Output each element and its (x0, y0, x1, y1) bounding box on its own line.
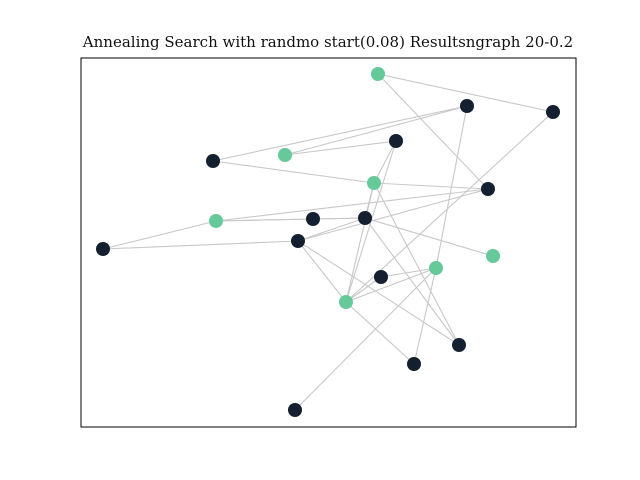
graph-edge-n8-n9 (215, 218, 314, 222)
graph-node-n12 (291, 234, 305, 248)
graph-node-n7 (96, 242, 110, 256)
graph-edge-n14-n19 (294, 267, 437, 411)
graph-node-n10 (358, 211, 372, 225)
graph-node-n13 (486, 249, 500, 263)
graph-edge-n7-n12 (102, 240, 299, 250)
graph-node-n15 (374, 270, 388, 284)
graph-edge-n10-n13 (364, 217, 494, 257)
figure-title: Annealing Search with randmo start(0.08)… (82, 33, 574, 51)
graph-node-n16 (339, 295, 353, 309)
graph-edge-n15-n16 (345, 276, 382, 303)
graph-node-n11 (481, 182, 495, 196)
graph-edge-n12-n17 (297, 240, 460, 346)
graph-node-n14 (429, 261, 443, 275)
graph-node-n6 (367, 176, 381, 190)
graph-node-n8 (209, 214, 223, 228)
graph-node-n17 (452, 338, 466, 352)
graph-edge-n0-n6 (212, 160, 375, 184)
graph-edge-n14-n15 (380, 267, 437, 278)
graph-node-n1 (278, 148, 292, 162)
graph-edge-n4-n5 (377, 73, 554, 113)
graph-node-n5 (546, 105, 560, 119)
graph-node-n19 (288, 403, 302, 417)
graph-node-n3 (460, 99, 474, 113)
graph-node-n2 (389, 134, 403, 148)
graph-edge-n14-n18 (413, 267, 437, 365)
graph-edge-n12-n16 (297, 240, 347, 303)
node-layer (96, 67, 560, 417)
graph-edge-n0-n3 (212, 105, 468, 162)
graph-edge-n16-n18 (345, 301, 415, 365)
graph-edge-n7-n8 (102, 220, 217, 250)
graph-edge-n4-n11 (377, 73, 489, 190)
graph-node-n9 (306, 212, 320, 226)
graph-edge-n11-n12 (297, 188, 489, 242)
graph-node-n0 (206, 154, 220, 168)
graph-edge-n1-n3 (284, 105, 468, 156)
graph-edge-n9-n10 (312, 217, 366, 220)
edge-layer (102, 73, 554, 411)
graph-edge-n10-n12 (297, 217, 366, 242)
graph-edge-n1-n2 (284, 140, 397, 156)
graph-node-n18 (407, 357, 421, 371)
axes-frame (80, 57, 577, 428)
graph-edge-n2-n6 (373, 140, 397, 184)
graph-edge-n6-n11 (373, 182, 489, 190)
graph-edge-n11-n8 (215, 188, 489, 222)
graph-node-n4 (371, 67, 385, 81)
graph-edge-n10-n17 (364, 217, 460, 346)
graph-edge-n6-n17 (373, 182, 460, 346)
graph-edge-n14-n16 (345, 267, 437, 303)
